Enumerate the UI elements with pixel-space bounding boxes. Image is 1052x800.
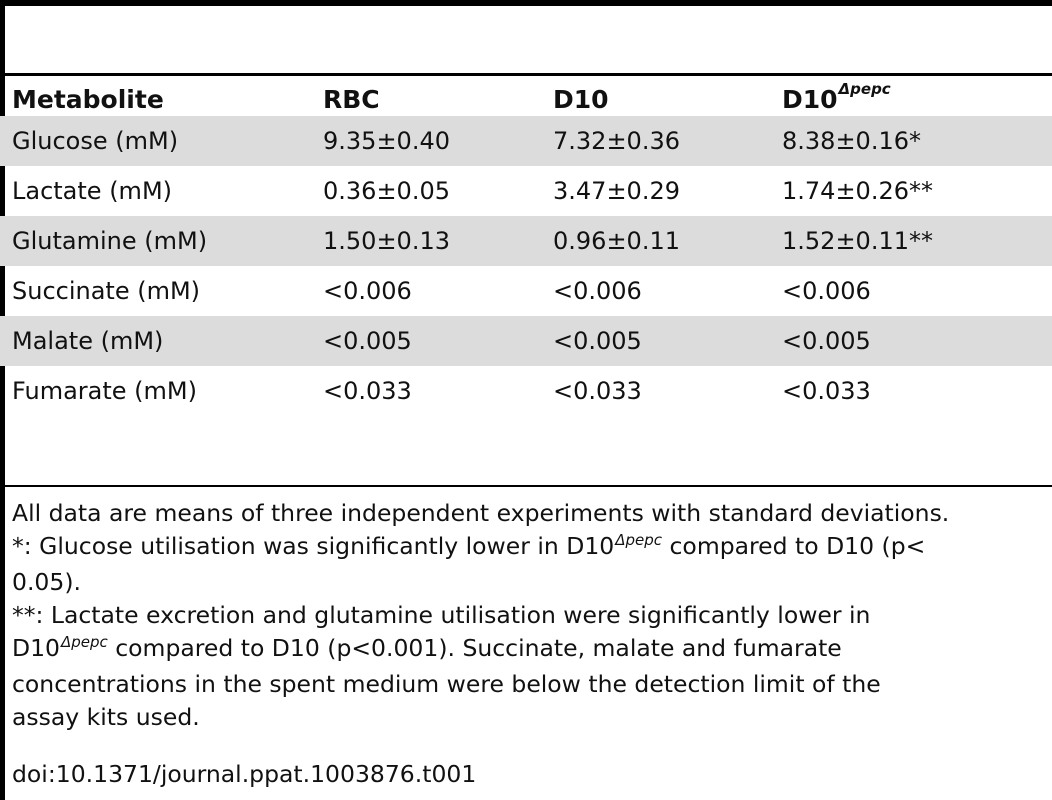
cell-rbc: 0.36±0.05 bbox=[323, 177, 450, 205]
table-row: Succinate (mM) <0.006 <0.006 <0.006 bbox=[0, 266, 1052, 316]
header-top-rule bbox=[0, 73, 1052, 76]
header-d10: D10 bbox=[553, 84, 609, 114]
header-d10-mutant: D10 Δpepc bbox=[782, 76, 891, 122]
footnote-double-star-line4: assay kits used. bbox=[12, 703, 200, 731]
cell-rbc: <0.005 bbox=[323, 327, 412, 355]
cell-d10-mutant: 1.74±0.26** bbox=[782, 177, 933, 205]
table-row: Glucose (mM) 9.35±0.40 7.32±0.36 8.38±0.… bbox=[0, 116, 1052, 166]
footnote-single-star-continued: 0.05). bbox=[12, 568, 81, 596]
table-row: Lactate (mM) 0.36±0.05 3.47±0.29 1.74±0.… bbox=[0, 166, 1052, 216]
table-footnotes: All data are means of three independent … bbox=[12, 497, 1048, 734]
cell-d10-mutant: <0.006 bbox=[782, 277, 871, 305]
header-rbc: RBC bbox=[323, 84, 380, 114]
footnote-double-star-line2: D10Δpepc compared to D10 (p<0.001). Succ… bbox=[12, 632, 1048, 668]
footnote-single-star-prefix: *: Glucose utilisation was significantly… bbox=[12, 532, 615, 560]
footnote-single-star-suffix: compared to D10 (p< bbox=[662, 532, 926, 560]
footnote-double-star-prefix: D10 bbox=[12, 634, 60, 662]
cell-d10: 3.47±0.29 bbox=[553, 177, 680, 205]
footnote-summary: All data are means of three independent … bbox=[12, 499, 950, 527]
doi-link[interactable]: doi:10.1371/journal.ppat.1003876.t001 bbox=[12, 760, 477, 788]
cell-metabolite: Glutamine (mM) bbox=[12, 227, 208, 255]
table-row: Malate (mM) <0.005 <0.005 <0.005 bbox=[0, 316, 1052, 366]
cell-d10-mutant: 1.52±0.11** bbox=[782, 227, 933, 255]
left-rule bbox=[0, 0, 5, 800]
table-bottom-rule bbox=[0, 485, 1052, 487]
cell-d10-mutant: <0.005 bbox=[782, 327, 871, 355]
cell-d10: 7.32±0.36 bbox=[553, 127, 680, 155]
cell-metabolite: Lactate (mM) bbox=[12, 177, 173, 205]
header-d10-mutant-superscript: Δpepc bbox=[838, 80, 891, 98]
cell-metabolite: Succinate (mM) bbox=[12, 277, 201, 305]
cell-metabolite: Glucose (mM) bbox=[12, 127, 179, 155]
cell-metabolite: Fumarate (mM) bbox=[12, 377, 197, 405]
footnote-double-star: **: Lactate excretion and glutamine util… bbox=[12, 601, 871, 629]
cell-d10: <0.006 bbox=[553, 277, 642, 305]
cell-metabolite: Malate (mM) bbox=[12, 327, 164, 355]
table-body: Glucose (mM) 9.35±0.40 7.32±0.36 8.38±0.… bbox=[0, 116, 1052, 416]
footnote-double-star-suffix: compared to D10 (p<0.001). Succinate, ma… bbox=[107, 634, 842, 662]
cell-rbc: 1.50±0.13 bbox=[323, 227, 450, 255]
cell-rbc: 9.35±0.40 bbox=[323, 127, 450, 155]
table-row: Fumarate (mM) <0.033 <0.033 <0.033 bbox=[0, 366, 1052, 416]
cell-d10: <0.033 bbox=[553, 377, 642, 405]
cell-rbc: <0.006 bbox=[323, 277, 412, 305]
table-row: Glutamine (mM) 1.50±0.13 0.96±0.11 1.52±… bbox=[0, 216, 1052, 266]
header-metabolite: Metabolite bbox=[12, 84, 164, 114]
footnote-double-star-line3: concentrations in the spent medium were … bbox=[12, 670, 881, 698]
footnote-double-star-superscript: Δpepc bbox=[61, 633, 108, 651]
cell-d10-mutant: <0.033 bbox=[782, 377, 871, 405]
cell-d10: 0.96±0.11 bbox=[553, 227, 680, 255]
footnote-single-star-superscript: Δpepc bbox=[615, 531, 663, 549]
footnote-single-star: *: Glucose utilisation was significantly… bbox=[12, 530, 1048, 566]
header-d10-mutant-base: D10 bbox=[782, 84, 838, 114]
cell-rbc: <0.033 bbox=[323, 377, 412, 405]
top-rule bbox=[0, 0, 1052, 6]
cell-d10: <0.005 bbox=[553, 327, 642, 355]
cell-d10-mutant: 8.38±0.16* bbox=[782, 127, 921, 155]
